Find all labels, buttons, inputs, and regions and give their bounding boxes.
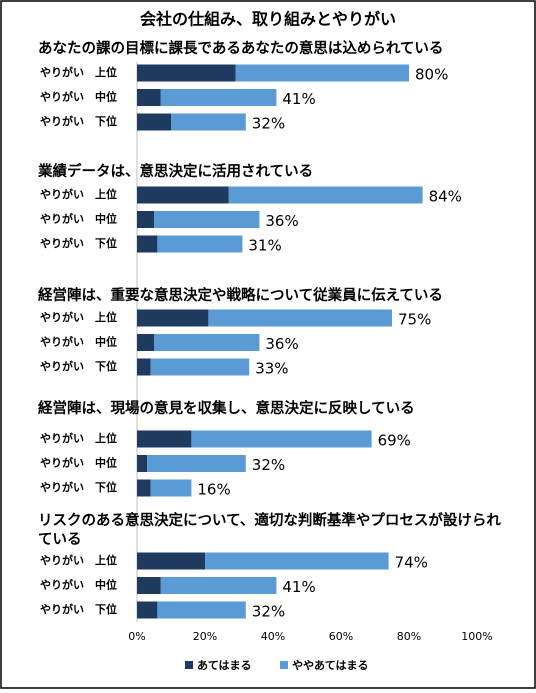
total-label: 74% [395,554,428,572]
bar-segment [137,235,158,253]
total-label: 32% [252,603,285,621]
total-label: 69% [378,432,411,450]
category-label: やりがい 上位 [40,65,117,79]
category-label: やりがい 下位 [40,359,117,373]
total-label: 16% [197,481,230,499]
category-label: やりがい 上位 [40,310,117,324]
legend-swatch [185,661,193,669]
total-label: 33% [255,360,288,378]
category-label: やりがい 中位 [40,90,117,104]
bar-segment [154,211,260,228]
bar-segment [157,601,246,619]
legend-swatch [280,661,288,669]
category-label: やりがい 下位 [40,602,117,616]
panel-title-box: 経営陣は、重要な意思決定や戦略について従業員に伝えている [38,288,443,304]
panel-title: リスクのある意思決定について、適切な判断基準やプロセスが設けられている [38,513,501,548]
category-label: やりがい 中位 [40,456,117,470]
category-label: やりがい 下位 [40,114,117,128]
x-tick-label: 20% [193,630,217,643]
panel-title-box: 経営陣は、現場の意見を収集し、意思決定に反映している [38,401,415,417]
total-label: 41% [282,578,315,596]
category-label: やりがい 下位 [40,236,117,250]
bar-segment [205,552,389,570]
category-label: やりがい 下位 [40,480,117,494]
category-label: やりがい 中位 [40,212,117,226]
bar-segment [147,455,246,472]
panel-title-box: 業績データは、意思決定に活用されている [38,164,314,180]
category-label: やりがい 上位 [40,553,117,567]
total-label: 41% [282,90,315,108]
legend-label: あてはまる [197,659,252,672]
category-label: やりがい 上位 [40,187,117,201]
bar-segment [150,479,192,497]
x-tick-label: 40% [261,630,285,643]
bar-segment [137,577,161,594]
bar-segment [235,64,409,82]
panel-title-box: リスクのある意思決定について、適切な判断基準やプロセスが設けられている [38,513,501,548]
bar-segment [228,186,423,204]
legend-label: ややあてはまる [292,659,369,672]
bar-segment [137,455,148,472]
bar-segment [137,309,209,327]
panel-title: 業績データは、意思決定に活用されている [38,164,314,180]
category-label: やりがい 上位 [40,431,117,445]
panel-title: 経営陣は、重要な意思決定や戦略について従業員に伝えている [38,288,443,304]
category-label: やりがい 中位 [40,335,117,349]
panel-title: あなたの課の目標に課長であるあなたの意思は込められている [38,41,444,57]
panel-title-box: あなたの課の目標に課長であるあなたの意思は込められている [38,41,444,57]
bar-segment [150,358,250,376]
total-label: 32% [252,115,285,133]
bar-segment [154,334,260,351]
x-tick-label: 80% [397,630,421,643]
bar-segment [157,235,243,253]
bar-segment [137,430,192,448]
bar-segment [137,64,236,82]
panel-title: 経営陣は、現場の意見を収集し、意思決定に反映している [38,401,415,417]
bar-segment [208,309,392,327]
total-label: 36% [265,212,298,230]
bar-segment [137,211,154,228]
total-label: 36% [265,335,298,353]
category-label: やりがい 中位 [40,578,117,592]
total-label: 80% [415,66,448,84]
bar-segment [137,334,154,351]
total-label: 32% [252,456,285,474]
bar-segment [137,601,158,619]
bar-segment [137,358,151,376]
bar-segment [137,479,151,497]
bar-segment [137,552,205,570]
total-label: 31% [248,237,281,255]
x-tick-label: 60% [329,630,353,643]
bar-segment [171,113,246,131]
x-tick-label: 100% [461,630,492,643]
bar-segment [137,113,171,131]
total-label: 75% [398,311,431,329]
bar-segment [160,577,277,594]
x-tick-label: 0% [128,630,145,643]
bar-segment [137,89,161,106]
bar-segment [137,186,229,204]
bar-segment [160,89,277,106]
total-label: 84% [429,188,462,206]
bar-segment [191,430,372,448]
chart-title: 会社の仕組み、取り組みとやりがい [140,10,396,29]
